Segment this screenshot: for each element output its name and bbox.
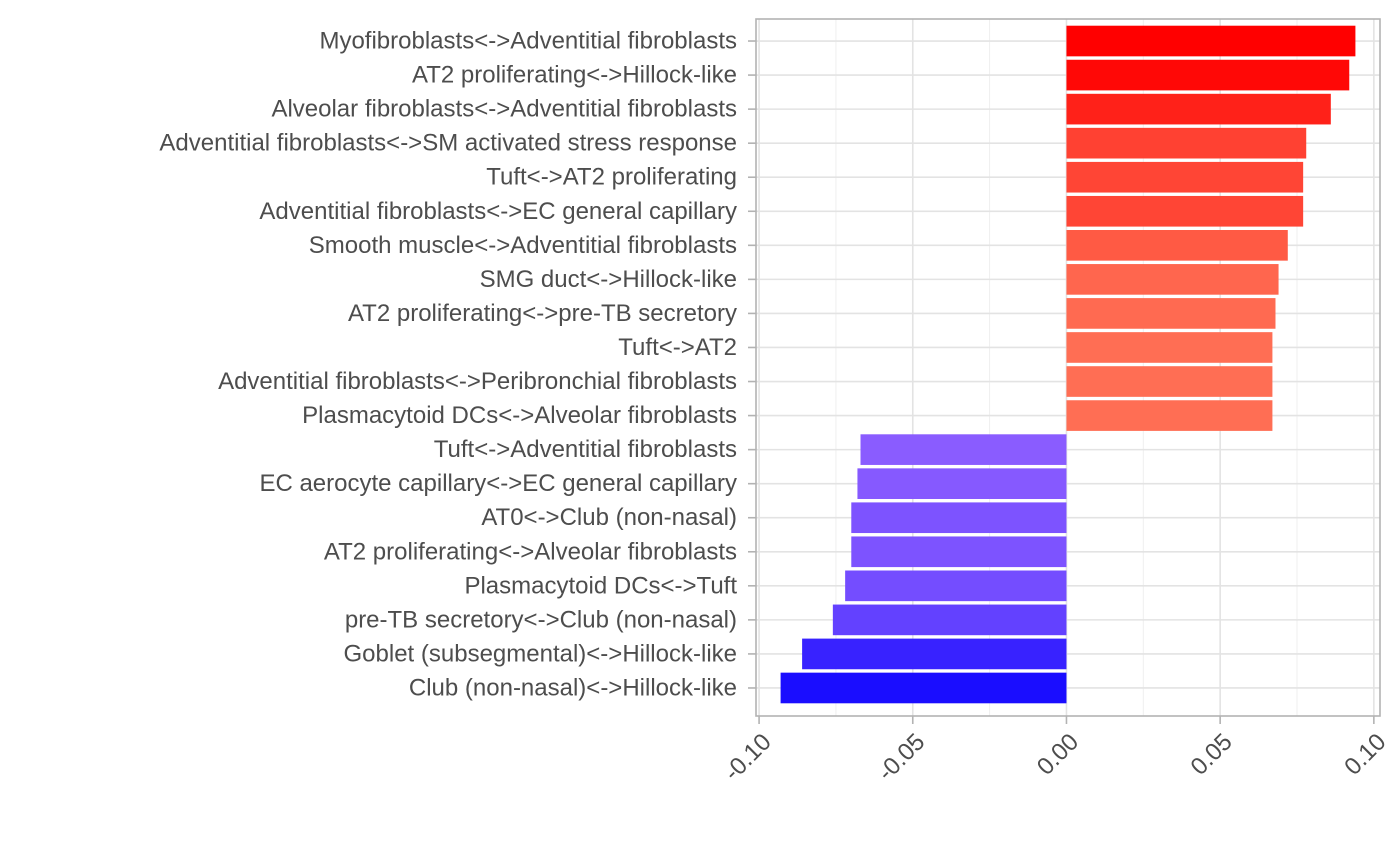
- x-tick-label: -0.05: [873, 728, 931, 786]
- category-label: Smooth muscle<->Adventitial fibroblasts: [309, 232, 737, 259]
- x-tick-label: 0.00: [1032, 728, 1084, 780]
- bars: [780, 25, 1356, 704]
- category-label: AT2 proliferating<->Alveolar fibroblasts: [324, 538, 737, 565]
- bar: [1066, 400, 1273, 431]
- bar: [780, 672, 1067, 704]
- bar: [845, 570, 1067, 602]
- bar: [851, 536, 1067, 568]
- bar: [1066, 93, 1331, 125]
- bar: [1066, 332, 1273, 363]
- category-labels: Myofibroblasts<->Adventitial fibroblasts…: [159, 28, 756, 701]
- bar: [1066, 59, 1350, 91]
- bar: [1066, 298, 1276, 329]
- category-label: AT2 proliferating<->Hillock-like: [412, 62, 737, 89]
- category-label: EC aerocyte capillary<->EC general capil…: [259, 470, 737, 497]
- category-label: Tuft<->AT2 proliferating: [486, 164, 737, 191]
- x-tick-label: 0.05: [1186, 728, 1238, 780]
- x-tick-label: 0.10: [1339, 728, 1391, 780]
- category-label: Club (non-nasal)<->Hillock-like: [409, 674, 737, 701]
- category-label: pre-TB secretory<->Club (non-nasal): [345, 606, 737, 633]
- bar: [802, 638, 1067, 670]
- category-label: Adventitial fibroblasts<->EC general cap…: [259, 198, 737, 225]
- bar: [1066, 161, 1304, 193]
- bar: [832, 604, 1067, 636]
- bar: [851, 502, 1067, 534]
- bar: [1066, 230, 1288, 261]
- bar: [1066, 127, 1307, 159]
- category-label: Alveolar fibroblasts<->Adventitial fibro…: [271, 96, 737, 123]
- category-label: Goblet (subsegmental)<->Hillock-like: [344, 640, 738, 667]
- category-label: Plasmacytoid DCs<->Tuft: [464, 572, 737, 599]
- panel-border: [755, 18, 1381, 717]
- bar: [1066, 25, 1356, 57]
- category-label: SMG duct<->Hillock-like: [480, 266, 737, 293]
- category-label: Adventitial fibroblasts<->Peribronchial …: [218, 368, 737, 395]
- category-label: Adventitial fibroblasts<->SM activated s…: [159, 130, 737, 157]
- bar: [1066, 366, 1273, 397]
- x-axis-ticks: -0.10 -0.05 0.00 0.05 0.10: [719, 716, 1391, 786]
- category-label: Plasmacytoid DCs<->Alveolar fibroblasts: [302, 402, 737, 429]
- bar: [1066, 195, 1304, 227]
- category-label: Myofibroblasts<->Adventitial fibroblasts: [319, 28, 737, 55]
- category-label: Tuft<->Adventitial fibroblasts: [434, 436, 737, 463]
- category-label: AT2 proliferating<->pre-TB secretory: [348, 300, 737, 327]
- bar: [860, 434, 1067, 465]
- x-tick-label: -0.10: [719, 728, 777, 786]
- category-label: AT0<->Club (non-nasal): [481, 504, 737, 531]
- category-label: Tuft<->AT2: [618, 334, 737, 361]
- bar: [1066, 264, 1279, 295]
- bar: [857, 468, 1067, 499]
